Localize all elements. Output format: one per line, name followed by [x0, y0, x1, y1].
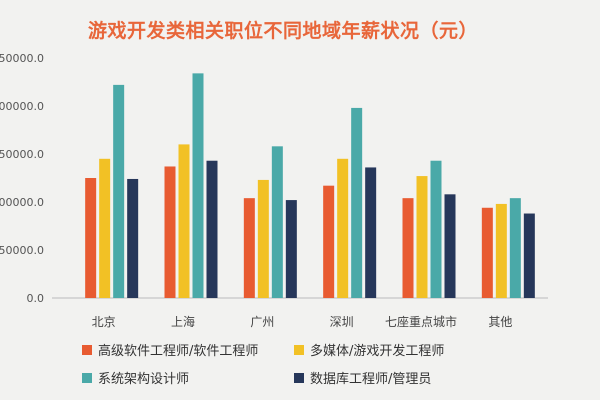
x-category-label: 其他 — [488, 315, 512, 329]
bar — [365, 167, 377, 298]
legend-swatch — [294, 372, 304, 383]
bar — [523, 213, 535, 298]
bar — [444, 194, 456, 298]
bar — [337, 158, 349, 298]
bar — [271, 146, 283, 298]
bar — [430, 160, 442, 298]
y-tick-label: 50000.0 — [0, 244, 44, 257]
legend-label: 数据库工程师/管理员 — [310, 372, 432, 387]
x-category-label: 深圳 — [330, 315, 354, 329]
legend-label: 多媒体/游戏开发工程师 — [310, 344, 445, 359]
bar — [495, 203, 507, 298]
x-category-label: 广州 — [250, 315, 274, 329]
bar — [85, 178, 97, 298]
legend-label: 系统架构设计师 — [98, 372, 190, 387]
bar — [127, 178, 139, 298]
x-category-label: 北京 — [92, 315, 116, 329]
bar — [509, 198, 521, 298]
bar — [206, 160, 218, 298]
legend-item: 多媒体/游戏开发工程师 — [294, 340, 444, 359]
bar — [402, 198, 414, 298]
legend-swatch — [294, 344, 304, 355]
bar — [323, 185, 335, 298]
legend-label: 高级软件工程师/软件工程师 — [98, 344, 259, 359]
y-tick-label: 100000.0 — [0, 196, 44, 209]
bar — [178, 144, 190, 298]
x-category-label: 七座重点城市 — [385, 314, 457, 329]
chart-title: 游戏开发类相关职位不同地域年薪状况（元） — [88, 20, 479, 42]
bar — [113, 84, 125, 298]
y-tick-label: 150000.0 — [0, 148, 44, 161]
legend-swatch — [82, 372, 92, 383]
legend-swatch — [82, 344, 92, 355]
bar — [481, 207, 493, 298]
y-tick-label: 250000.0 — [0, 52, 44, 65]
legend-item: 高级软件工程师/软件工程师 — [82, 340, 258, 359]
bar — [351, 107, 363, 298]
bar — [192, 73, 204, 298]
legend-item: 系统架构设计师 — [82, 368, 189, 387]
y-tick-label: 200000.0 — [0, 100, 44, 113]
bar — [285, 200, 297, 298]
bar — [416, 176, 428, 298]
legend-item: 数据库工程师/管理员 — [294, 368, 431, 387]
bar — [257, 179, 269, 298]
y-tick-label: 0.0 — [27, 292, 45, 305]
bar — [164, 166, 176, 298]
bar — [243, 198, 255, 298]
x-category-label: 上海 — [171, 314, 195, 329]
bar — [99, 158, 111, 298]
